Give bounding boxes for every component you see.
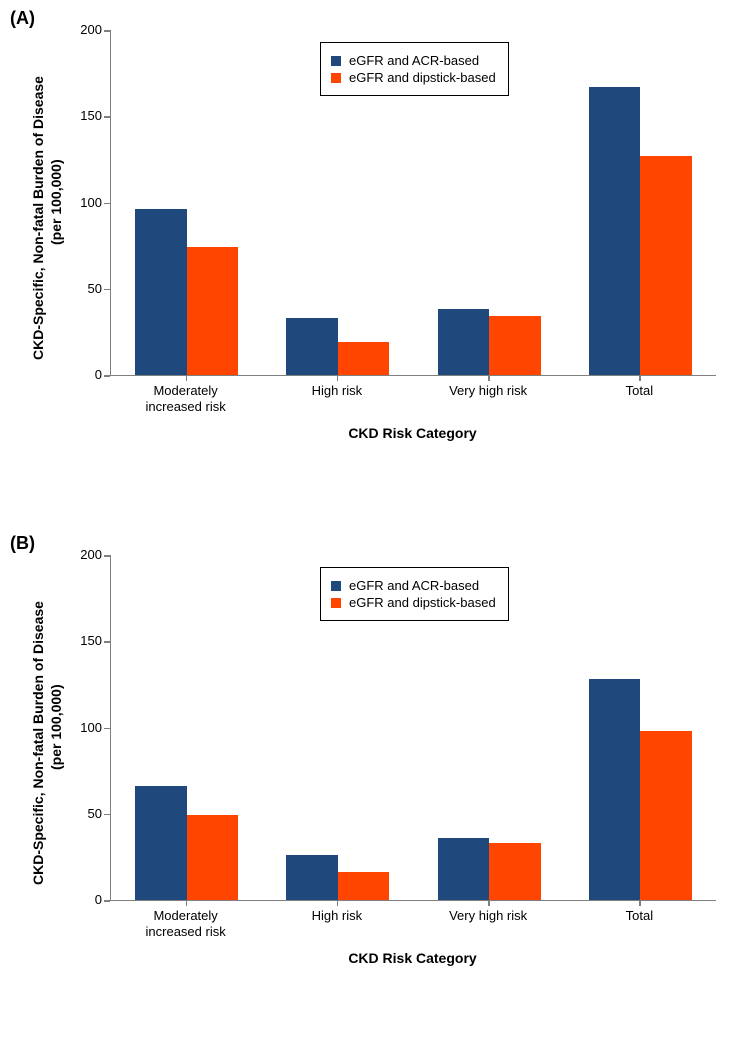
x-tick-label: Total bbox=[564, 908, 715, 924]
legend-label: eGFR and ACR-based bbox=[349, 53, 479, 68]
y-tick-label: 0 bbox=[62, 367, 102, 382]
x-tick-mark bbox=[337, 375, 339, 381]
legend-label: eGFR and ACR-based bbox=[349, 578, 479, 593]
legend-swatch-series2 bbox=[331, 598, 341, 608]
figure-page: (A) CKD-Specific, Non-fatal Burden of Di… bbox=[0, 0, 755, 1037]
y-tick-mark bbox=[104, 814, 110, 816]
bar bbox=[489, 316, 540, 375]
bar bbox=[135, 209, 186, 375]
y-tick-mark bbox=[104, 555, 110, 557]
bar bbox=[187, 247, 238, 375]
x-tick-label: Moderatelyincreased risk bbox=[110, 383, 261, 416]
bar bbox=[438, 309, 489, 375]
x-tick-label: Moderatelyincreased risk bbox=[110, 908, 261, 941]
legend-item: eGFR and ACR-based bbox=[331, 578, 496, 593]
y-tick-mark bbox=[104, 116, 110, 118]
panel-b-label: (B) bbox=[10, 533, 35, 554]
legend-item: eGFR and dipstick-based bbox=[331, 70, 496, 85]
bar bbox=[286, 855, 337, 900]
y-tick-mark bbox=[104, 30, 110, 32]
x-tick-mark bbox=[186, 900, 188, 906]
y-tick-label: 50 bbox=[62, 281, 102, 296]
legend-item: eGFR and ACR-based bbox=[331, 53, 496, 68]
bar bbox=[589, 679, 640, 900]
legend-label: eGFR and dipstick-based bbox=[349, 595, 496, 610]
x-tick-mark bbox=[639, 375, 641, 381]
legend-swatch-series1 bbox=[331, 581, 341, 591]
panel-b: (B) CKD-Specific, Non-fatal Burden of Di… bbox=[0, 525, 755, 1035]
panel-b-x-title: CKD Risk Category bbox=[110, 950, 715, 966]
legend-swatch-series2 bbox=[331, 73, 341, 83]
bar bbox=[589, 87, 640, 375]
panel-b-legend: eGFR and ACR-based eGFR and dipstick-bas… bbox=[320, 567, 509, 621]
panel-a-legend: eGFR and ACR-based eGFR and dipstick-bas… bbox=[320, 42, 509, 96]
bar bbox=[438, 838, 489, 900]
bar bbox=[640, 731, 691, 900]
x-tick-label: High risk bbox=[261, 383, 412, 399]
x-tick-label: High risk bbox=[261, 908, 412, 924]
panel-b-y-title: CKD-Specific, Non-fatal Burden of Diseas… bbox=[30, 601, 46, 885]
bar bbox=[187, 815, 238, 900]
x-tick-mark bbox=[186, 375, 188, 381]
y-tick-label: 100 bbox=[62, 720, 102, 735]
x-tick-label: Very high risk bbox=[413, 383, 564, 399]
x-tick-mark bbox=[488, 900, 490, 906]
y-tick-label: 50 bbox=[62, 806, 102, 821]
y-tick-mark bbox=[104, 728, 110, 730]
panel-a-x-title: CKD Risk Category bbox=[110, 425, 715, 441]
y-tick-mark bbox=[104, 641, 110, 643]
y-tick-label: 200 bbox=[62, 547, 102, 562]
x-tick-mark bbox=[488, 375, 490, 381]
y-tick-label: 100 bbox=[62, 195, 102, 210]
y-tick-label: 200 bbox=[62, 22, 102, 37]
y-tick-mark bbox=[104, 289, 110, 291]
panel-a-y-title: CKD-Specific, Non-fatal Burden of Diseas… bbox=[30, 76, 46, 360]
legend-label: eGFR and dipstick-based bbox=[349, 70, 496, 85]
bar bbox=[286, 318, 337, 375]
y-tick-mark bbox=[104, 203, 110, 205]
bar bbox=[640, 156, 691, 375]
x-tick-label: Very high risk bbox=[413, 908, 564, 924]
x-tick-mark bbox=[639, 900, 641, 906]
bar bbox=[338, 872, 389, 900]
y-tick-mark bbox=[104, 375, 110, 377]
y-tick-label: 150 bbox=[62, 633, 102, 648]
x-tick-mark bbox=[337, 900, 339, 906]
y-tick-label: 0 bbox=[62, 892, 102, 907]
panel-a: (A) CKD-Specific, Non-fatal Burden of Di… bbox=[0, 0, 755, 510]
bar bbox=[338, 342, 389, 375]
y-tick-label: 150 bbox=[62, 108, 102, 123]
legend-item: eGFR and dipstick-based bbox=[331, 595, 496, 610]
y-tick-mark bbox=[104, 900, 110, 902]
legend-swatch-series1 bbox=[331, 56, 341, 66]
panel-a-label: (A) bbox=[10, 8, 35, 29]
x-tick-label: Total bbox=[564, 383, 715, 399]
bar bbox=[135, 786, 186, 900]
bar bbox=[489, 843, 540, 900]
